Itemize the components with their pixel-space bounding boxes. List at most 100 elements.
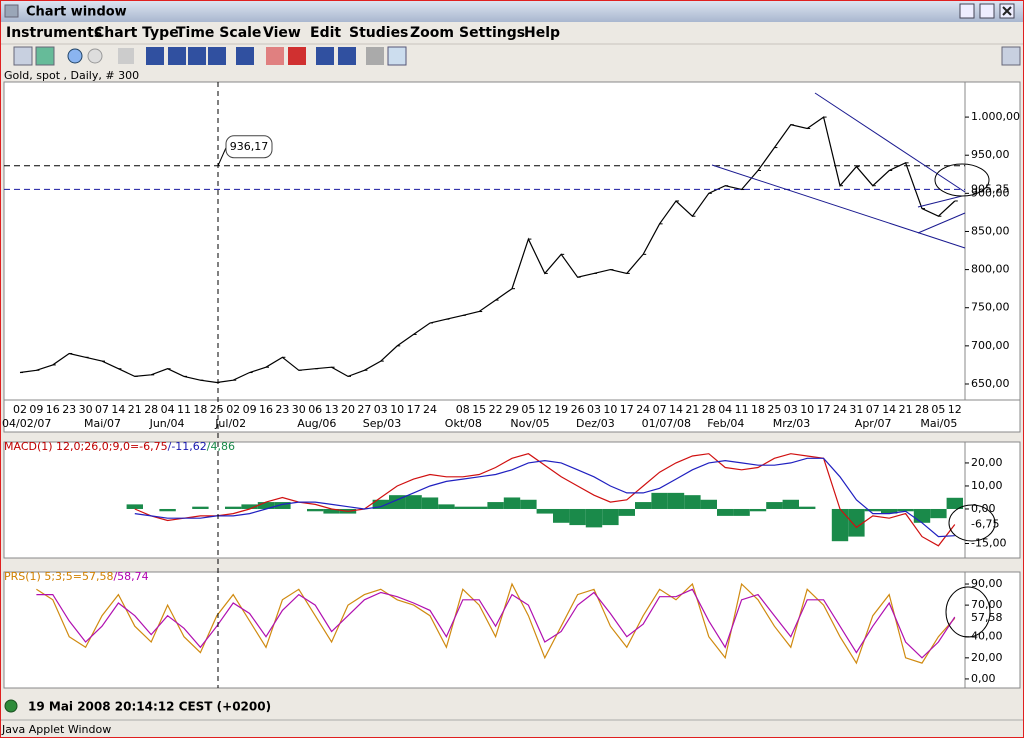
menu-item[interactable]: View [263,25,301,41]
x-month-label: 04/02/07 [2,417,51,430]
highlight-circle [934,163,990,197]
x-tick-label: 12 [538,403,552,416]
x-month-label: Dez/03 [576,417,615,430]
x-month-label: Sep/03 [363,417,401,430]
zoom-out-button[interactable] [87,48,103,64]
menu-item[interactable]: Time Scale [176,25,261,41]
x-tick-label: 14 [882,403,896,416]
x-tick-label: 23 [275,403,289,416]
trend-line [711,164,966,249]
x-tick-label: 19 [554,403,568,416]
print-button[interactable] [366,47,384,65]
menu-item[interactable]: Edit [310,25,341,41]
x-tick-label: 27 [357,403,371,416]
x-tick-label: 24 [423,403,437,416]
price-axis [964,81,1021,401]
status-led [4,699,18,713]
menu-item[interactable]: Chart Type [94,25,179,41]
menu-item[interactable]: Help [524,25,560,41]
tool-button[interactable] [188,47,206,65]
x-tick-label: 20 [341,403,355,416]
x-tick-label: 12 [948,403,962,416]
histogram-bar [405,495,422,509]
histogram-bar [913,508,931,523]
menu-item[interactable]: Settings [459,25,525,41]
y-tick-label: 700,00 [971,339,1010,352]
x-tick-label: 10 [603,403,617,416]
tool-button[interactable] [1001,46,1021,66]
x-tick-label: 09 [243,403,257,416]
histogram-bar [946,497,963,509]
tool-button[interactable] [288,47,306,65]
legend-entry: /-11,62 [168,440,207,453]
zoom-in-button[interactable] [67,48,83,64]
y-tick-label: 20,00 [971,651,1003,664]
menu-item[interactable]: Studies [349,25,408,41]
histogram-bar [126,504,143,509]
tool-button[interactable] [35,46,55,66]
window-icon [4,4,19,18]
chart-title: Gold, spot , Daily, # 300 [4,69,139,82]
histogram-bar [684,495,701,509]
x-month-label: Mrz/03 [773,417,811,430]
tool-button[interactable] [118,48,134,64]
tool-button[interactable] [146,47,164,65]
x-tick-label: 25 [210,403,224,416]
y-tick-label: -15,00 [971,537,1006,550]
legend: PRS(1) 5;3;5=57,58/58,74 [4,570,149,583]
legend-entry: MACD(1) 12,0;26,0;9,0=-6,75 [4,440,168,453]
y-tick-label: 1.000,00 [971,110,1020,123]
minimize-button[interactable] [959,3,975,19]
tool-button[interactable] [236,47,254,65]
histogram-bar [520,499,537,509]
tool-button[interactable] [338,47,356,65]
tool-button[interactable] [266,47,284,65]
histogram-bar [897,508,914,512]
window-buttons[interactable] [959,3,1015,19]
histogram-bar [438,504,455,509]
current-value-label: 57,58 [971,611,1003,624]
y-tick-label: 650,00 [971,377,1010,390]
x-month-label: Mai/07 [84,417,121,430]
x-month-label: 01/07/08 [642,417,691,430]
histogram-bar [635,502,652,509]
tool-button[interactable] [208,47,226,65]
histogram-bar [700,499,717,509]
x-tick-label: 13 [325,403,339,416]
x-tick-label: 02 [13,403,27,416]
x-tick-label: 07 [95,403,109,416]
preview-button[interactable] [387,46,407,66]
tool-button[interactable] [13,46,33,66]
x-tick-label: 30 [79,403,93,416]
tool-button[interactable] [316,47,334,65]
histogram-bar [667,492,685,509]
tool-button[interactable] [168,47,186,65]
x-tick-label: 17 [407,403,421,416]
histogram-bar [618,508,635,516]
x-tick-label: 11 [735,403,749,416]
menu-item[interactable]: Instruments [6,25,102,41]
maximize-button[interactable] [979,3,995,19]
y-tick-label: 20,00 [971,456,1003,469]
x-tick-label: 03 [784,403,798,416]
menu-item[interactable]: Zoom [410,25,454,41]
histogram-bar [257,502,275,509]
callout-box [225,135,273,159]
macd-axis [964,441,1021,559]
x-tick-label: 17 [620,403,634,416]
y-tick-label: 10,00 [971,479,1003,492]
x-tick-label: 24 [636,403,650,416]
histogram-bar [241,504,258,509]
legend-entry: /4,86 [207,440,235,453]
histogram-bar [717,508,734,516]
x-month-label: Okt/08 [445,417,482,430]
histogram-bar [274,502,291,509]
x-tick-label: 05 [931,403,945,416]
status-bar [0,693,1024,719]
y-tick-label: 950,00 [971,148,1010,161]
x-tick-label: 18 [193,403,207,416]
x-tick-label: 28 [144,403,158,416]
toolbar [13,46,1021,66]
callout-label: 936,17 [230,140,269,153]
